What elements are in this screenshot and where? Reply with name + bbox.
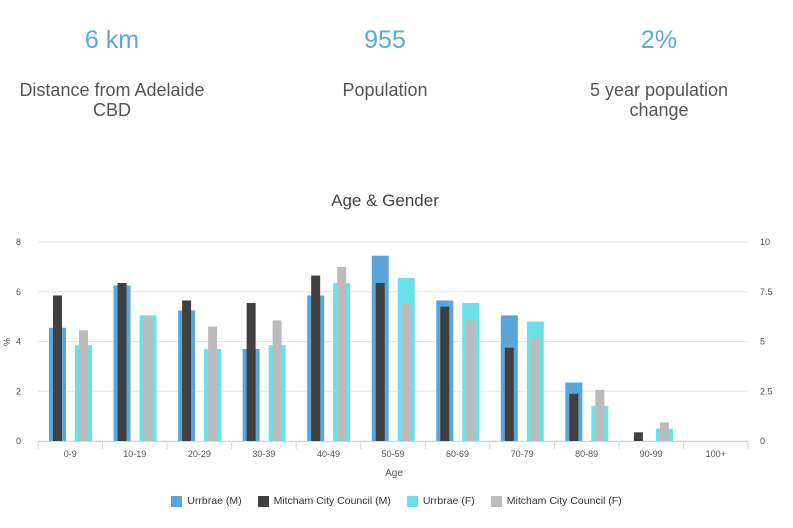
y-tick-label-right: 5 [760,337,765,347]
chart-legend: Urrbrae (M) Mitcham City Council (M) Urrbr… [0,495,793,507]
legend-swatch [406,495,418,507]
legend-item[interactable]: Mitcham City Council (F) [490,495,622,508]
y-tick-label-right: 0 [760,436,765,446]
stat-distance-value: 6 km [84,26,140,54]
bar-mitcham-city-council-f- [272,320,282,441]
legend-swatch [490,495,502,507]
y-tick-label-left: 6 [16,287,21,297]
bar-mitcham-city-council-m- [117,283,127,441]
bar-mitcham-city-council-f- [208,326,218,441]
chart-axes: 0 2 4 6 8 0 2.5 5 7.5 10 0-9 10-19 20-29 30-39 40-49 50… [16,237,773,459]
stat-population-change-value: 2% [640,26,678,54]
y-tick-label-right: 2.5 [760,386,773,396]
bar-mitcham-city-council-f- [595,390,605,441]
x-tick-label: 40-49 [317,449,340,459]
legend-item[interactable]: Urrbrae (F) [406,495,475,508]
x-tick-label: 20-29 [188,449,211,459]
stat-population: 955 Population [265,22,505,100]
y-tick-label-left: 8 [16,237,21,247]
x-tick-label: 90-99 [640,449,663,459]
bar-mitcham-city-council-m- [375,283,385,441]
y-tick-label-left: 2 [16,386,21,396]
x-tick-label: 50-59 [381,449,404,459]
chart-bars [49,255,673,441]
bar-mitcham-city-council-f- [401,304,411,441]
legend-label: Mitcham City Council (M) [273,495,391,508]
bar-mitcham-city-council-f- [466,320,476,441]
stat-population-change: 2% 5 year population change [539,22,779,120]
bar-mitcham-city-council-m- [633,432,643,441]
stat-distance: 6 km Distance from Adelaide CBD [0,22,232,120]
x-tick-label: 30-39 [252,449,275,459]
stat-population-value: 955 [364,26,406,54]
bar-mitcham-city-council-m- [504,347,514,441]
legend-label: Mitcham City Council (F) [506,495,622,508]
legend-swatch [171,495,183,507]
stat-population-change-label: 5 year population change [539,80,779,120]
stat-population-label-line1: Population [342,80,428,100]
y-tick-label-right: 10 [760,237,770,247]
stat-distance-label: Distance from Adelaide CBD [0,80,232,120]
bar-mitcham-city-council-f- [79,330,88,441]
x-tick-label: 80-89 [575,449,598,459]
stat-population-change-label-line1: 5 year population [589,80,729,100]
y-tick-label-right: 7.5 [760,287,773,297]
legend-label: Urrbrae (M) [187,495,242,508]
x-tick-label: 100+ [706,449,726,459]
legend-label: Urrbrae (F) [422,495,475,508]
bar-mitcham-city-council-m- [311,275,321,441]
stat-distance-label-line2: CBD [92,100,131,120]
x-axis-label: Age [385,468,403,479]
bar-mitcham-city-council-f- [659,422,669,441]
x-tick-label: 60-69 [446,449,469,459]
y-tick-label-left: 4 [16,337,21,347]
bar-mitcham-city-council-m- [569,393,579,441]
chart-title: Age & Gender [331,191,439,210]
bar-mitcham-city-council-m- [182,300,192,441]
x-tick-label: 70-79 [511,449,534,459]
stat-population-label: Population [265,80,505,100]
x-tick-label: 0-9 [64,449,77,459]
legend-item[interactable]: Urrbrae (M) [171,495,242,508]
y-axis-label: % [2,338,12,346]
bar-mitcham-city-council-m- [53,295,62,441]
legend-item[interactable]: Mitcham City Council (M) [257,495,391,508]
stat-distance-label-line1: Distance from Adelaide [19,80,205,100]
x-tick-label: 10-19 [123,449,146,459]
legend-swatch [257,495,269,507]
bar-mitcham-city-council-f- [337,266,347,441]
bar-mitcham-city-council-m- [246,302,256,441]
bar-mitcham-city-council-m- [440,306,450,441]
stat-population-change-label-line2: change [629,100,689,120]
age-gender-chart: Age & Gender 0 2 4 6 8 0 2.5 5 7.5 10 0-9 10-19 20-2… [2,191,773,479]
bar-mitcham-city-council-f- [143,316,153,441]
y-tick-label-left: 0 [16,436,21,446]
bar-mitcham-city-council-f- [530,337,540,441]
